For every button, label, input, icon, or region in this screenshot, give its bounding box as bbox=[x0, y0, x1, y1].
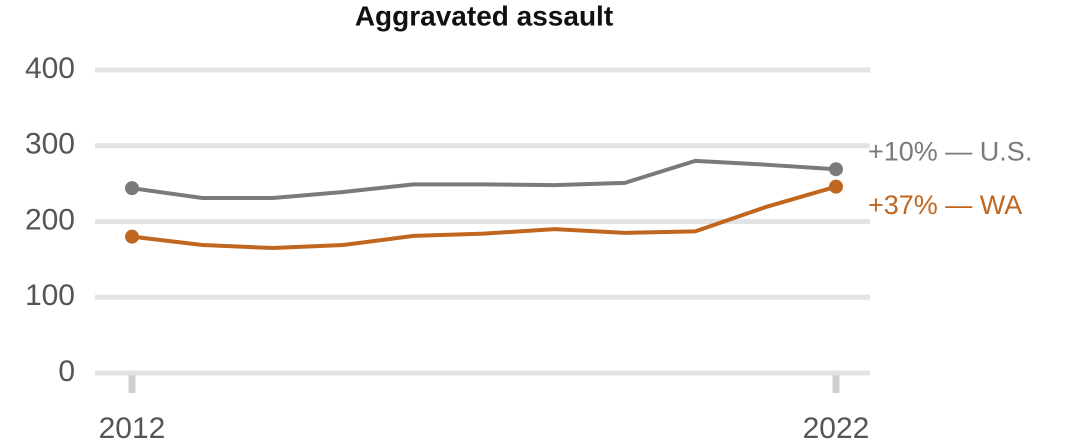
series-line bbox=[131, 158, 837, 201]
x-tick-label: 2022 bbox=[803, 412, 870, 445]
chart-title: Aggravated assault bbox=[355, 0, 613, 31]
y-tick-label: 200 bbox=[25, 203, 75, 236]
series-line bbox=[131, 184, 837, 251]
y-tick-label: 300 bbox=[25, 128, 75, 161]
y-tick-label: 400 bbox=[25, 52, 75, 85]
series-label: +37% — WA bbox=[868, 190, 1022, 220]
end-dot bbox=[125, 229, 139, 244]
end-dot bbox=[125, 181, 139, 196]
end-dot bbox=[829, 179, 843, 194]
end-dot bbox=[829, 162, 843, 177]
y-tick-label: 100 bbox=[25, 279, 75, 312]
x-tick-label: 2012 bbox=[99, 412, 166, 445]
y-tick-label: 0 bbox=[58, 355, 75, 388]
series-label: +10% — U.S. bbox=[868, 136, 1032, 166]
